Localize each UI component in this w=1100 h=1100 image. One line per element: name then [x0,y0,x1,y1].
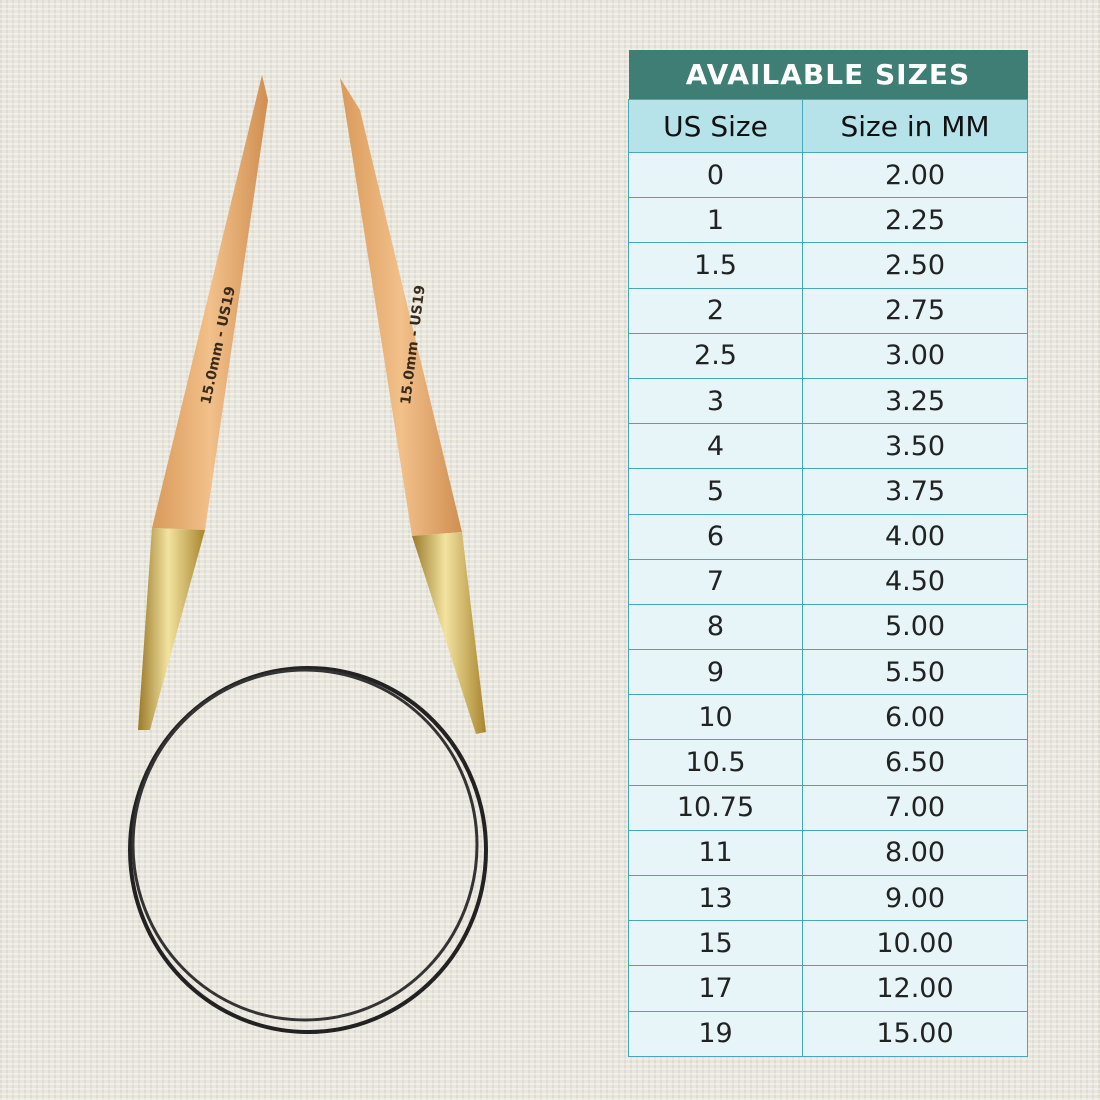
us-size-cell: 15 [628,920,803,967]
table-row: 15 10.00 [628,920,1028,967]
table-row: 2 2.75 [628,287,1028,334]
mm-size-cell: 3.50 [802,423,1028,470]
table-row: 3 3.25 [628,377,1028,425]
header-size-mm: Size in MM [802,99,1028,153]
table-title: AVAILABLE SIZES [628,50,1028,100]
available-sizes-table: AVAILABLE SIZES US Size Size in MM 0 2.00… [628,50,1028,1057]
cable [128,666,488,1034]
us-size-cell: 0 [628,151,803,199]
us-size-cell: 2 [628,287,803,334]
mm-size-cell: 15.00 [802,1010,1028,1057]
table-row: 5 3.75 [628,468,1028,515]
us-size-cell: 10 [628,694,803,741]
table-row: 1.5 2.50 [628,242,1028,289]
mm-size-cell: 3.25 [802,377,1028,425]
us-size-cell: 3 [628,377,803,425]
mm-size-cell: 2.25 [802,197,1028,244]
table-row: 10 6.00 [628,694,1028,741]
cable [131,668,479,1022]
mm-size-cell: 4.50 [802,558,1028,605]
us-size-cell: 11 [628,829,803,877]
us-size-cell: 7 [628,558,803,605]
mm-size-cell: 9.00 [802,874,1028,922]
table-row: 11 8.00 [628,829,1028,877]
mm-size-cell: 12.00 [802,965,1028,1012]
table-row: 13 9.00 [628,874,1028,922]
mm-size-cell: 2.50 [802,242,1028,289]
mm-size-cell: 7.00 [802,784,1028,831]
us-size-cell: 5 [628,468,803,515]
right-needle-tip: 15.0mm - US19 [340,78,486,734]
table-row: 6 4.00 [628,513,1028,560]
us-size-cell: 9 [628,649,803,696]
us-size-cell: 19 [628,1010,803,1057]
mm-size-cell: 2.75 [802,287,1028,334]
mm-size-cell: 5.50 [802,649,1028,696]
table-row: 4 3.50 [628,423,1028,470]
us-size-cell: 1 [628,197,803,244]
table-row: 8 5.00 [628,603,1028,651]
mm-size-cell: 8.00 [802,829,1028,877]
table-row: 2.5 3.00 [628,332,1028,379]
table-row: 1 2.25 [628,197,1028,244]
table-row: 10.75 7.00 [628,784,1028,831]
mm-size-cell: 10.00 [802,920,1028,967]
us-size-cell: 1.5 [628,242,803,289]
us-size-cell: 10.75 [628,784,803,831]
us-size-cell: 8 [628,603,803,651]
mm-size-cell: 6.00 [802,694,1028,741]
table-row: 19 15.00 [628,1010,1028,1057]
left-needle-tip: 15.0mm - US19 [138,75,268,730]
mm-size-cell: 2.00 [802,151,1028,199]
table-row: 9 5.50 [628,649,1028,696]
us-size-cell: 17 [628,965,803,1012]
mm-size-cell: 3.75 [802,468,1028,515]
us-size-cell: 6 [628,513,803,560]
header-us-size: US Size [628,99,803,153]
table-row: 0 2.00 [628,151,1028,199]
mm-size-cell: 5.00 [802,603,1028,651]
us-size-cell: 2.5 [628,332,803,379]
circular-knitting-needle-image: 15.0mm - US19 15.0mm - US19 [128,75,488,1034]
us-size-cell: 13 [628,874,803,922]
table-row: 17 12.00 [628,965,1028,1012]
us-size-cell: 4 [628,423,803,470]
mm-size-cell: 6.50 [802,739,1028,786]
table-row: 7 4.50 [628,558,1028,605]
table-row: 10.5 6.50 [628,739,1028,786]
mm-size-cell: 3.00 [802,332,1028,379]
us-size-cell: 10.5 [628,739,803,786]
mm-size-cell: 4.00 [802,513,1028,560]
